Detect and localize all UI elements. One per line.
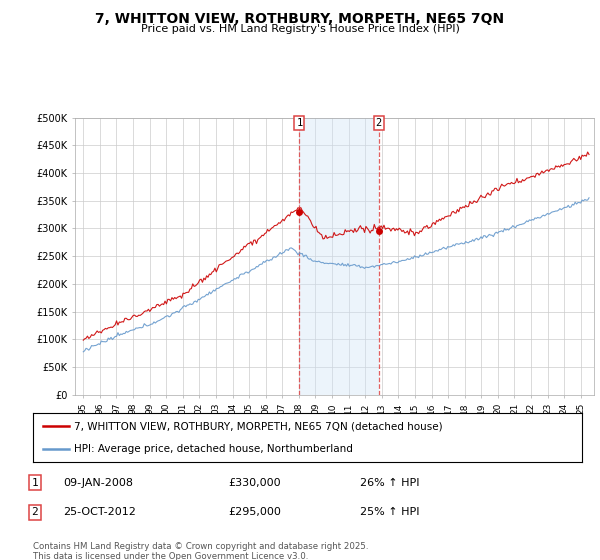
Text: 7, WHITTON VIEW, ROTHBURY, MORPETH, NE65 7QN (detached house): 7, WHITTON VIEW, ROTHBURY, MORPETH, NE65… — [74, 421, 443, 431]
Text: Price paid vs. HM Land Registry's House Price Index (HPI): Price paid vs. HM Land Registry's House … — [140, 24, 460, 34]
Text: £330,000: £330,000 — [228, 478, 281, 488]
Text: 25% ↑ HPI: 25% ↑ HPI — [360, 507, 419, 517]
Text: 7, WHITTON VIEW, ROTHBURY, MORPETH, NE65 7QN: 7, WHITTON VIEW, ROTHBURY, MORPETH, NE65… — [95, 12, 505, 26]
Text: 2: 2 — [376, 118, 382, 128]
Text: HPI: Average price, detached house, Northumberland: HPI: Average price, detached house, Nort… — [74, 444, 353, 454]
Text: 09-JAN-2008: 09-JAN-2008 — [63, 478, 133, 488]
Text: Contains HM Land Registry data © Crown copyright and database right 2025.
This d: Contains HM Land Registry data © Crown c… — [33, 542, 368, 560]
Text: 1: 1 — [296, 118, 302, 128]
Text: 1: 1 — [31, 478, 38, 488]
Text: 2: 2 — [31, 507, 38, 517]
Bar — [299, 118, 379, 395]
Text: 26% ↑ HPI: 26% ↑ HPI — [360, 478, 419, 488]
Text: £295,000: £295,000 — [228, 507, 281, 517]
Text: 25-OCT-2012: 25-OCT-2012 — [63, 507, 136, 517]
